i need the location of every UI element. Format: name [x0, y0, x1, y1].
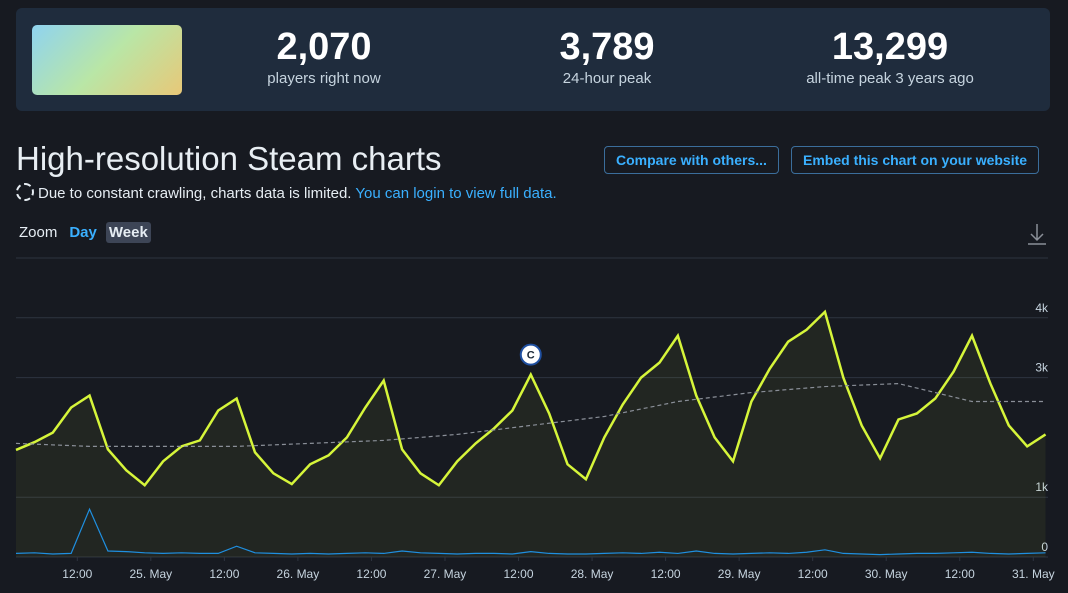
x-tick-label: 12:00 — [504, 567, 534, 581]
x-tick-label: 28. May — [571, 567, 614, 581]
download-icon[interactable] — [1028, 224, 1046, 245]
stat-label: players right now — [267, 70, 381, 87]
notice: Due to constant crawling, charts data is… — [16, 183, 557, 202]
zoom-bar: Zoom Day Week — [16, 222, 157, 243]
x-tick-label: 12:00 — [356, 567, 386, 581]
x-tick-label: 12:00 — [945, 567, 975, 581]
y-tick-label: 1k — [1035, 480, 1049, 494]
x-tick-label: 29. May — [718, 567, 761, 581]
zoom-week[interactable]: Week — [105, 222, 151, 243]
annotation-marker — [519, 343, 542, 366]
x-tick-label: 12:00 — [651, 567, 681, 581]
stat: 13,299 all-time peak 3 years ago — [760, 24, 1020, 87]
x-tick-label: 30. May — [865, 567, 908, 581]
stat-value: 2,070 — [276, 26, 372, 68]
stat-label: all-time peak 3 years ago — [806, 70, 974, 87]
stat: 3,789 24-hour peak — [477, 24, 737, 87]
compare-button[interactable]: Compare with others... — [604, 146, 779, 174]
zoom-day[interactable]: Day — [69, 224, 97, 241]
y-tick-label: 0 — [1041, 540, 1048, 554]
x-tick-label: 27. May — [424, 567, 467, 581]
notice-text: Due to constant crawling, charts data is… — [38, 185, 352, 202]
stats-header: 2,070 players right now 3,789 24-hour peak… — [16, 8, 1050, 111]
x-tick-label: 12:00 — [209, 567, 239, 581]
x-tick-label: 25. May — [129, 567, 172, 581]
x-tick-label: 12:00 — [798, 567, 828, 581]
stat-label: 24-hour peak — [562, 70, 652, 87]
zoom-label: Zoom — [19, 224, 58, 241]
series-line — [15, 507, 1046, 556]
series-line — [15, 382, 1046, 447]
y-tick-label: 3k — [1035, 361, 1049, 375]
notice-icon — [16, 183, 34, 201]
x-tick-label: 31. May — [1012, 567, 1055, 581]
annotation-text: C — [527, 350, 535, 362]
game-logo — [32, 25, 182, 95]
login-link[interactable]: You can login to view full data. — [355, 185, 557, 202]
x-tick-label: 12:00 — [62, 567, 92, 581]
series-line — [15, 309, 1047, 488]
y-tick-label: 4k — [1035, 301, 1049, 315]
stat-value: 13,299 — [831, 26, 949, 68]
stat-value: 3,789 — [559, 26, 655, 68]
x-tick-label: 26. May — [277, 567, 320, 581]
stat: 2,070 players right now — [194, 24, 454, 87]
page-title: High-resolution Steam charts — [16, 140, 442, 177]
embed-button[interactable]: Embed this chart on your website — [791, 146, 1040, 174]
area-fill — [16, 311, 1046, 557]
